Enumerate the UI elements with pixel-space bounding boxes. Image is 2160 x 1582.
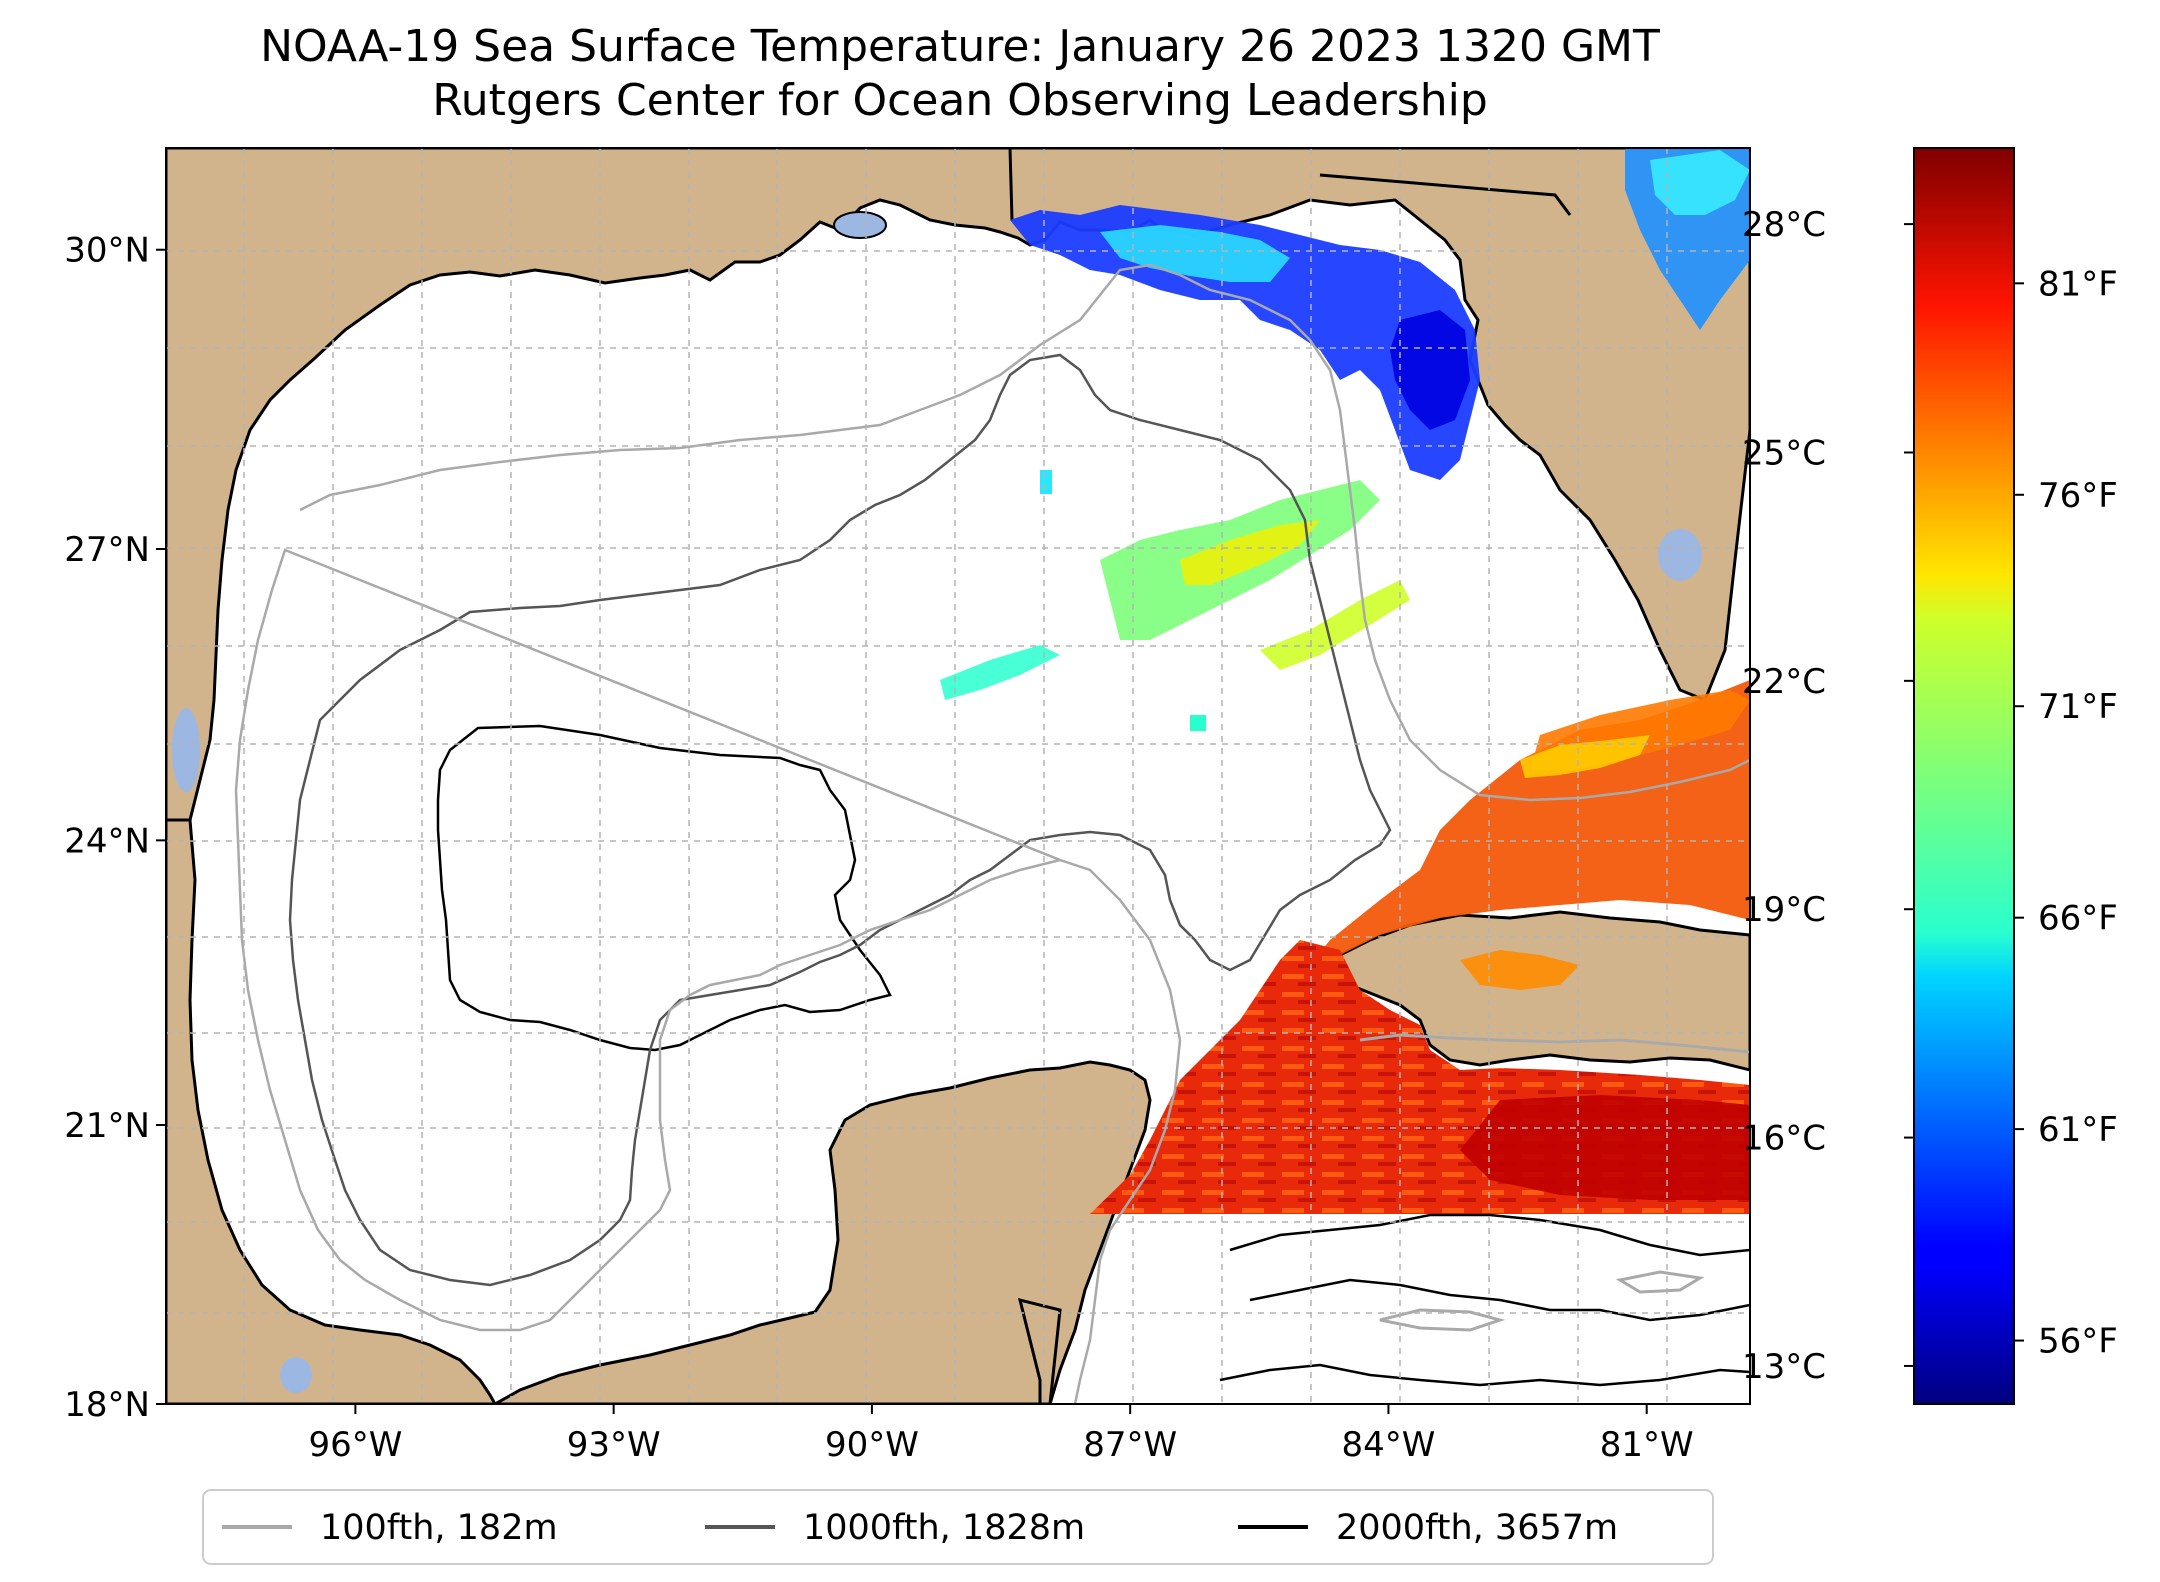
sst-yellow-straits bbox=[1520, 735, 1650, 778]
contour-100fth bbox=[234, 263, 1750, 1404]
map-title: NOAA-19 Sea Surface Temperature: January… bbox=[260, 21, 1660, 72]
celsius-tick-label: 13°C bbox=[1742, 1347, 1826, 1387]
fahrenheit-tick-label: 81°F bbox=[2038, 264, 2118, 304]
sst-mid-gulf-strip-east bbox=[1260, 580, 1410, 670]
legend-box bbox=[202, 1489, 1714, 1565]
contour-2000fth-east bbox=[1219, 1213, 1750, 1387]
lat-tick-label: 24°N bbox=[64, 821, 150, 861]
sst-atlantic-cyan bbox=[1650, 150, 1750, 215]
colorbar: 13°C 16°C 19°C 22°C 25°C 28°C 56°F 61°F 66°F 71°… bbox=[1742, 147, 2118, 1405]
legend: 100fth, 182m 1000fth, 1828m 2000fth, 3657m bbox=[202, 1489, 1714, 1565]
lat-tick-label: 18°N bbox=[64, 1385, 150, 1425]
map-subtitle: Rutgers Center for Ocean Observing Leade… bbox=[432, 75, 1488, 126]
state-border bbox=[1319, 173, 1572, 216]
lon-tick-label: 96°W bbox=[308, 1425, 402, 1465]
lat-tick-label: 27°N bbox=[64, 530, 150, 570]
fahrenheit-tick-label: 56°F bbox=[2038, 1322, 2118, 1362]
sst-speck bbox=[1040, 470, 1052, 494]
contour-2000fth-west bbox=[436, 724, 892, 1052]
celsius-tick-label: 28°C bbox=[1742, 205, 1826, 245]
lon-tick-label: 84°W bbox=[1341, 1425, 1435, 1465]
colorbar-celsius-ticks: 13°C 16°C 19°C 22°C 25°C 28°C bbox=[1742, 205, 1914, 1387]
lon-tick-label: 87°W bbox=[1083, 1425, 1177, 1465]
bathymetry-contours bbox=[234, 263, 1750, 1404]
colorbar-gradient bbox=[1913, 147, 2015, 1405]
grid-lines bbox=[166, 148, 1750, 1404]
sst-cool-cyan-shelf bbox=[1100, 225, 1290, 282]
fahrenheit-tick-label: 61°F bbox=[2038, 1110, 2118, 1150]
fahrenheit-tick-label: 66°F bbox=[2038, 899, 2118, 939]
sst-orange-south-cuba bbox=[1460, 950, 1580, 990]
lake-west bbox=[172, 708, 200, 792]
colorbar-fahrenheit-ticks: 56°F 61°F 66°F 71°F 76°F 81°F bbox=[2014, 264, 2118, 1362]
fahrenheit-tick-label: 71°F bbox=[2038, 687, 2118, 727]
contour-100fth-caribbean bbox=[1359, 1033, 1750, 1332]
land-central-america bbox=[1017, 1297, 1062, 1404]
celsius-tick-label: 22°C bbox=[1742, 662, 1826, 702]
map-panel bbox=[166, 148, 1750, 1404]
sst-mid-gulf-yellow bbox=[1180, 520, 1320, 585]
lake-south bbox=[280, 1357, 312, 1393]
lon-tick-label: 93°W bbox=[567, 1425, 661, 1465]
sst-cold-northeast bbox=[1010, 205, 1480, 480]
fahrenheit-tick-label: 76°F bbox=[2038, 476, 2118, 516]
land-cuba bbox=[1327, 910, 1750, 1072]
sst-cold-deep-blue bbox=[1390, 310, 1470, 430]
legend-label: 2000fth, 3657m bbox=[1336, 1508, 1618, 1548]
celsius-tick-label: 19°C bbox=[1742, 890, 1826, 930]
legend-label: 100fth, 182m bbox=[320, 1508, 558, 1548]
legend-label: 1000fth, 1828m bbox=[803, 1508, 1085, 1548]
lat-tick-label: 21°N bbox=[64, 1106, 150, 1146]
lake-okeechobee bbox=[1658, 529, 1702, 581]
lake-pontchartrain bbox=[833, 211, 887, 239]
map-frame bbox=[165, 147, 1751, 1405]
contour-1000fth bbox=[288, 353, 1392, 1287]
celsius-tick-label: 25°C bbox=[1742, 433, 1826, 473]
land-yucatan bbox=[491, 1060, 1152, 1404]
state-border bbox=[1008, 148, 1014, 221]
sst-mid-gulf-strip bbox=[940, 645, 1060, 700]
sst-darkred-caribbean bbox=[1460, 1095, 1750, 1200]
celsius-tick-label: 16°C bbox=[1742, 1119, 1826, 1159]
land-mexico bbox=[166, 818, 497, 1404]
lon-tick-label: 81°W bbox=[1600, 1425, 1694, 1465]
longitude-axis: 96°W 93°W 90°W 87°W 84°W 81°W bbox=[308, 1404, 1694, 1465]
lon-tick-label: 90°W bbox=[825, 1425, 919, 1465]
sst-speck bbox=[1190, 715, 1206, 731]
lat-tick-label: 30°N bbox=[64, 231, 150, 271]
latitude-axis: 18°N 21°N 24°N 27°N 30°N bbox=[64, 231, 166, 1425]
land-us-gulf-coast bbox=[166, 148, 1750, 822]
